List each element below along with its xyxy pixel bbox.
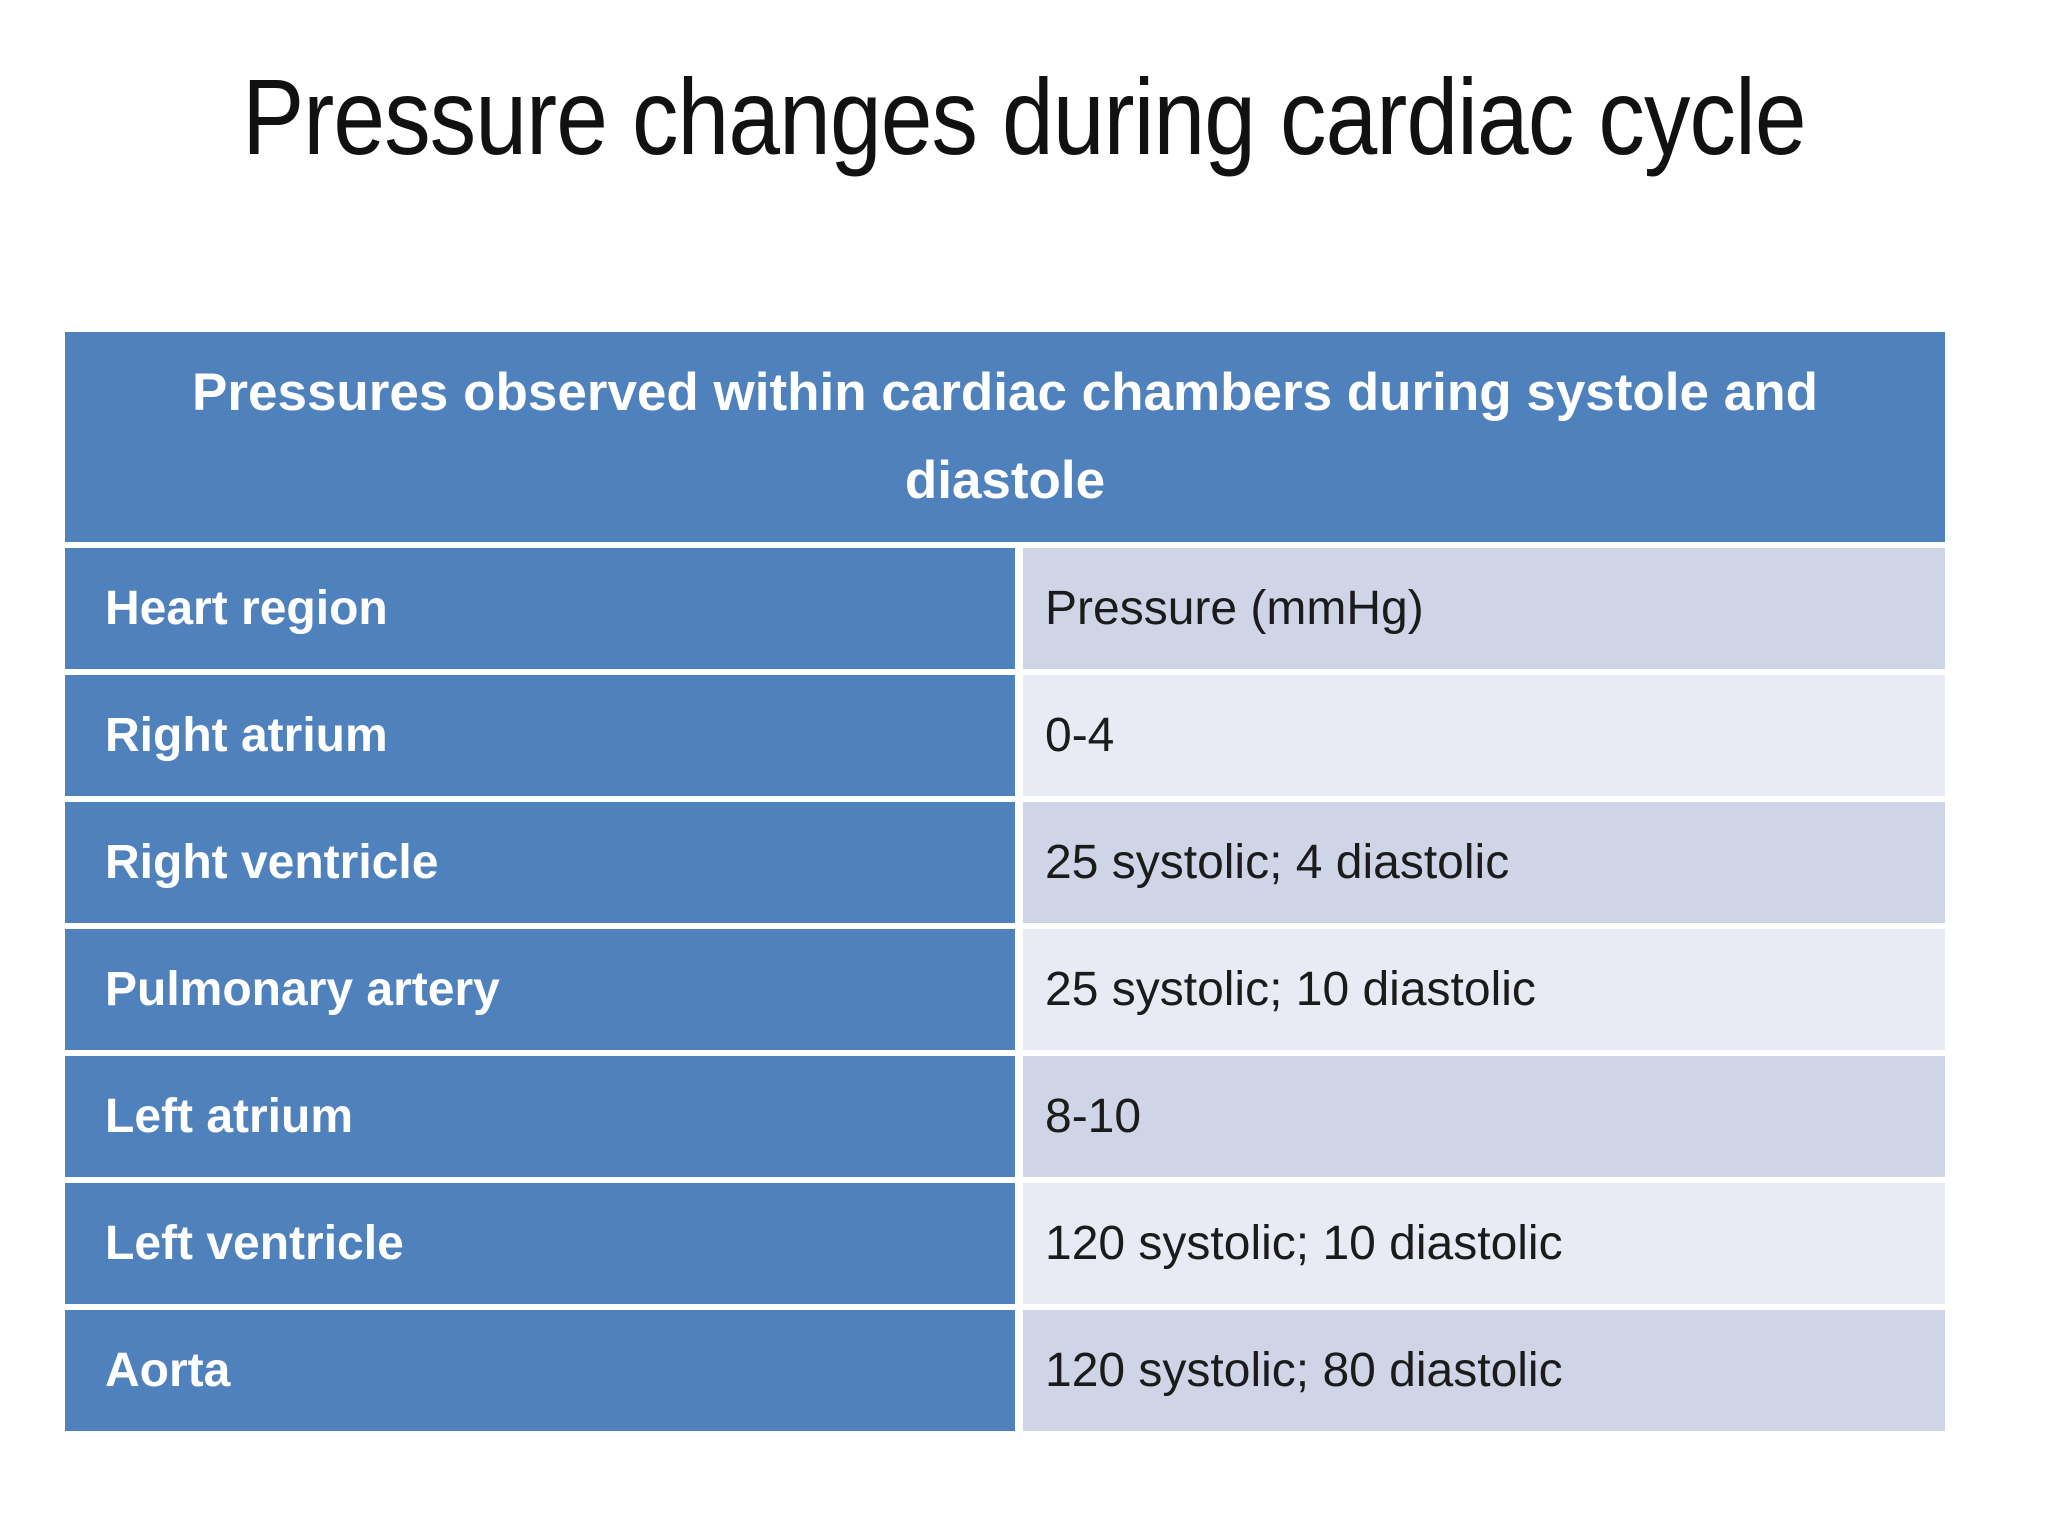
- row-region-pulmonary-artery: Pulmonary artery: [65, 929, 1015, 1050]
- row-pressure-left-atrium: 8-10: [1023, 1056, 1945, 1177]
- row-pressure-right-atrium: 0-4: [1023, 675, 1945, 796]
- row-pressure-left-ventricle: 120 systolic; 10 diastolic: [1023, 1183, 1945, 1304]
- row-region-aorta: Aorta: [65, 1310, 1015, 1431]
- row-region-left-ventricle: Left ventricle: [65, 1183, 1015, 1304]
- row-pressure-aorta: 120 systolic; 80 diastolic: [1023, 1310, 1945, 1431]
- table-caption: Pressures observed within cardiac chambe…: [65, 332, 1945, 542]
- slide-title: Pressure changes during cardiac cycle: [0, 46, 2048, 186]
- row-pressure-pulmonary-artery: 25 systolic; 10 diastolic: [1023, 929, 1945, 1050]
- row-region-right-atrium: Right atrium: [65, 675, 1015, 796]
- column-header-pressure-mmhg: Pressure (mmHg): [1023, 548, 1945, 669]
- row-pressure-right-ventricle: 25 systolic; 4 diastolic: [1023, 802, 1945, 923]
- pressure-table: Pressures observed within cardiac chambe…: [65, 332, 1945, 1431]
- row-region-left-atrium: Left atrium: [65, 1056, 1015, 1177]
- row-region-right-ventricle: Right ventricle: [65, 802, 1015, 923]
- slide-title-text: Pressure changes during cardiac cycle: [242, 55, 1806, 177]
- column-header-heart-region: Heart region: [65, 548, 1015, 669]
